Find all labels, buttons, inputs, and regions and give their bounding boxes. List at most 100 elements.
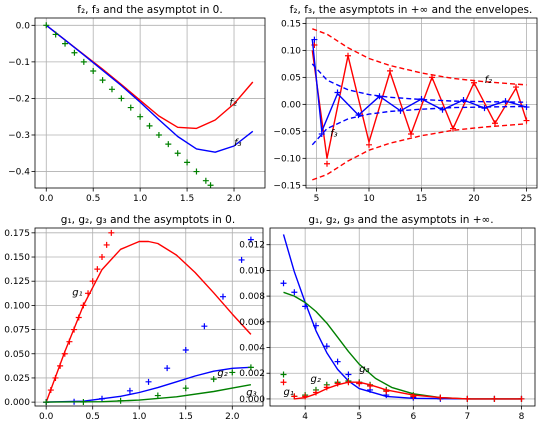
axes-frame — [34, 227, 264, 407]
plus-marker — [52, 31, 59, 38]
y-tick-label: 0.010 — [239, 266, 265, 276]
x-tick-label: 0.5 — [86, 412, 100, 422]
series-line — [311, 39, 527, 132]
plus-marker — [324, 160, 330, 167]
dashed-line — [311, 63, 527, 103]
y-tick-label: −0.4 — [8, 168, 30, 178]
y-tick-label: 0.100 — [4, 301, 30, 311]
y-tick-label: 0.15 — [281, 19, 301, 29]
curve-label: g₁ — [72, 288, 82, 299]
x-tick-label: 15 — [416, 194, 427, 204]
y-tick-label: −0.10 — [273, 154, 301, 164]
plus-marker — [334, 89, 341, 96]
plus-marker — [323, 384, 330, 391]
plot-area: 4 5 6 7 8 0.000 0.002 0.004 0.006 0.008 0.010 0.012… — [239, 227, 536, 422]
plus-marker — [75, 314, 82, 321]
plus-marker — [117, 397, 124, 404]
y-tick-label: −0.15 — [273, 181, 301, 191]
plus-marker — [291, 289, 298, 296]
plus-marker — [57, 362, 64, 369]
curve-label: g₃ — [246, 387, 256, 398]
y-tick-label: 0.008 — [239, 292, 265, 302]
x-tick-label: 25 — [521, 194, 532, 204]
panel-f2-f3-infinity: f₂, f₃, the asymptots in +∞ and the enve… — [273, 4, 538, 204]
plus-marker — [182, 385, 189, 392]
y-tick-label: 0.05 — [281, 73, 301, 83]
plus-marker — [491, 395, 498, 402]
plus-marker — [94, 266, 101, 273]
plus-marker — [312, 389, 319, 396]
y-tick-label: 0.004 — [239, 344, 265, 354]
curve-label: f₂ — [229, 98, 237, 109]
y-tick-label: 0.075 — [4, 326, 30, 336]
plus-marker — [118, 95, 125, 102]
plus-marker — [437, 394, 444, 401]
plus-marker — [201, 323, 208, 330]
plus-marker — [318, 131, 325, 138]
series-line — [46, 384, 252, 403]
plus-marker — [126, 387, 133, 394]
curve-label: f₃ — [234, 138, 242, 149]
plus-marker — [43, 22, 50, 29]
curve-label: g₂ — [217, 368, 227, 379]
plot-area: 0.0 0.5 1.0 1.5 2.0 0.0 −0.1 −0.2 −0.3 −0.4 f₂ f₃ — [8, 17, 266, 204]
y-tick-label: 0.012 — [239, 241, 265, 251]
plus-marker — [80, 58, 87, 65]
series-line — [311, 50, 528, 159]
plus-marker — [174, 150, 181, 157]
panel-title: g₁, g₂, g₃ and the asymptots in +∞. — [308, 214, 493, 226]
y-tick-label: −0.3 — [8, 131, 30, 141]
plus-marker — [492, 120, 498, 127]
axes-frame — [269, 227, 536, 407]
x-tick-label: 2.0 — [227, 194, 242, 204]
axes-frame — [305, 17, 538, 189]
y-tick-label: 0.175 — [4, 229, 30, 239]
plus-marker — [291, 393, 298, 400]
x-tick-label: 8 — [519, 412, 525, 422]
y-tick-label: 0.125 — [4, 277, 30, 287]
dashed-line — [311, 105, 527, 146]
plus-marker — [464, 395, 471, 402]
plus-marker — [127, 104, 134, 111]
x-tick-label: 1.5 — [180, 194, 194, 204]
plus-marker — [280, 280, 287, 287]
plus-marker — [345, 371, 352, 378]
plus-marker — [502, 98, 509, 105]
plus-marker — [61, 350, 68, 357]
plus-marker — [52, 374, 59, 381]
plus-marker — [90, 68, 97, 75]
x-tick-label: 4 — [302, 412, 308, 422]
x-tick-label: 20 — [468, 194, 480, 204]
plus-marker — [219, 293, 226, 300]
plus-marker — [247, 236, 254, 243]
x-tick-label: 6 — [410, 412, 416, 422]
y-tick-label: 0.10 — [281, 46, 301, 56]
y-tick-label: 0.050 — [4, 350, 30, 360]
y-tick-label: −0.2 — [8, 94, 30, 104]
x-tick-label: 1.5 — [179, 412, 193, 422]
plus-marker — [154, 392, 161, 399]
plus-marker — [146, 122, 153, 129]
panel-title: f₂, f₃, the asymptots in +∞ and the enve… — [290, 4, 533, 16]
plus-marker — [47, 387, 54, 394]
plus-marker — [334, 380, 341, 387]
plus-marker — [89, 278, 96, 285]
dashed-line — [312, 123, 527, 181]
plus-marker — [43, 399, 50, 406]
series-line — [45, 24, 254, 153]
dashed-line — [312, 28, 527, 86]
plus-marker — [311, 36, 318, 43]
plus-marker — [345, 379, 352, 386]
plus-marker — [165, 141, 172, 148]
panel-g-infinity: g₁, g₂, g₃ and the asymptots in +∞. 4 5 6 7… — [239, 214, 536, 422]
y-tick-label: 0.002 — [239, 369, 265, 379]
x-tick-label: 1.0 — [132, 412, 147, 422]
plus-marker — [518, 395, 525, 402]
x-tick-label: 1.0 — [133, 194, 148, 204]
plus-marker — [164, 365, 171, 372]
plus-marker — [387, 67, 393, 74]
plus-marker — [408, 131, 414, 138]
plus-marker — [280, 371, 287, 378]
plus-marker — [513, 84, 519, 91]
y-tick-label: 0.00 — [281, 100, 301, 110]
